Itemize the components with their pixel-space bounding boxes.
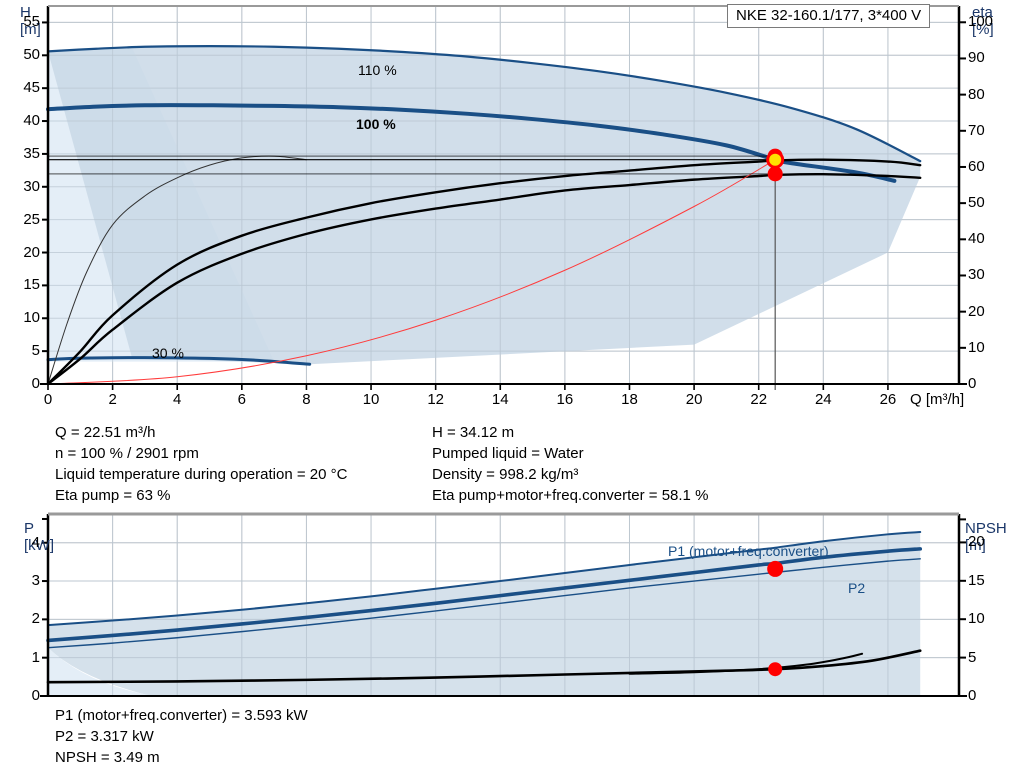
upper-right-tick-80: 80 [968,85,985,103]
upper-right-axis-title: eta [%] [972,4,994,38]
lower-right-axis-title: NPSH [m] [965,520,1007,554]
lower-right-tick-0: 0 [968,687,977,704]
upper-x-tick-6: 6 [237,391,246,408]
upper-right-tick-40: 40 [968,230,985,248]
upper-x-tick-26: 26 [879,391,897,408]
upper-right-tick-100: 100 [968,13,994,31]
lower-curve-label-p2: P2 [848,580,866,596]
upper-x-tick-22: 22 [750,391,768,408]
duty-info-left-line-3: Liquid temperature during operation = 20… [55,466,348,483]
lower-curve-label-p1: P1 (motor+freq.converter) [668,543,829,559]
upper-x-tick-20: 20 [685,391,703,408]
lower-left-tick-2: 2 [31,610,40,628]
upper-x-tick-24: 24 [814,391,832,408]
lower-left-tick-4: 4 [31,533,40,551]
upper-right-tick-20: 20 [968,302,985,320]
upper-left-tick-50: 50 [23,46,40,64]
upper-x-tick-12: 12 [427,391,444,408]
upper-right-tick-30: 30 [968,266,985,284]
duty-info-right-line-4: Eta pump+motor+freq.converter = 58.1 % [432,487,709,504]
upper-left-tick-15: 15 [23,276,40,294]
duty-info-left-line-2: n = 100 % / 2901 rpm [55,445,199,462]
upper-x-tick-4: 4 [173,391,182,408]
upper-curve-label-30-: 30 % [152,345,184,361]
lower-chart-canvas [40,512,967,697]
lower-right-tick-20: 20 [968,533,985,551]
lower-left-tick-3: 3 [31,572,40,590]
upper-left-tick-45: 45 [23,79,40,97]
upper-curve-label-110-: 110 % [358,62,397,78]
upper-x-tick-14: 14 [491,391,509,408]
upper-left-tick-30: 30 [23,177,40,195]
bottom-info-line-3: NPSH = 3.49 m [55,749,160,766]
upper-x-tick-10: 10 [362,391,380,408]
lower-left-tick-1: 1 [31,648,40,666]
upper-left-tick-35: 35 [23,144,40,162]
pump-model-title-box: NKE 32-160.1/177, 3*400 V [727,4,931,28]
upper-right-tick-50: 50 [968,194,985,212]
duty-info-left-line-4: Eta pump = 63 % [55,487,171,504]
lower-right-tick-5: 5 [968,648,977,666]
upper-x-tick-0: 0 [43,391,53,408]
bottom-info-line-1: P1 (motor+freq.converter) = 3.593 kW [55,707,308,724]
upper-left-tick-10: 10 [23,309,40,327]
upper-x-tick-2: 2 [108,391,117,408]
duty-info-left-line-1: Q = 22.51 m³/h [55,424,156,441]
upper-right-tick-60: 60 [968,157,985,175]
upper-x-tick-8: 8 [302,391,311,408]
upper-right-tick-0: 0 [968,375,977,392]
lower-left-axis-title: P [kW] [24,520,54,554]
lower-left-tick-0: 0 [31,687,40,704]
lower-right-tick-10: 10 [968,610,985,628]
bottom-info-line-2: P2 = 3.317 kW [55,728,154,745]
upper-left-axis-title: H [m] [20,4,41,38]
upper-right-tick-10: 10 [968,338,985,356]
upper-chart-canvas [40,5,967,390]
upper-left-tick-25: 25 [23,210,40,228]
upper-left-tick-55: 55 [23,13,40,31]
upper-left-tick-20: 20 [23,243,40,261]
upper-right-tick-90: 90 [968,49,985,67]
upper-left-tick-40: 40 [23,112,40,130]
upper-curve-label-100-: 100 % [356,116,396,132]
upper-x-tick-16: 16 [556,391,574,408]
duty-info-right-line-1: H = 34.12 m [432,424,515,441]
upper-left-tick-0: 0 [31,375,40,392]
upper-x-axis-title: Q [m³/h] [910,391,965,408]
upper-x-tick-18: 18 [621,391,638,408]
upper-right-tick-70: 70 [968,121,985,139]
duty-info-right-line-2: Pumped liquid = Water [432,445,584,462]
duty-info-right-line-3: Density = 998.2 kg/m³ [432,466,579,483]
upper-left-tick-5: 5 [31,342,40,360]
lower-right-tick-15: 15 [968,571,985,589]
